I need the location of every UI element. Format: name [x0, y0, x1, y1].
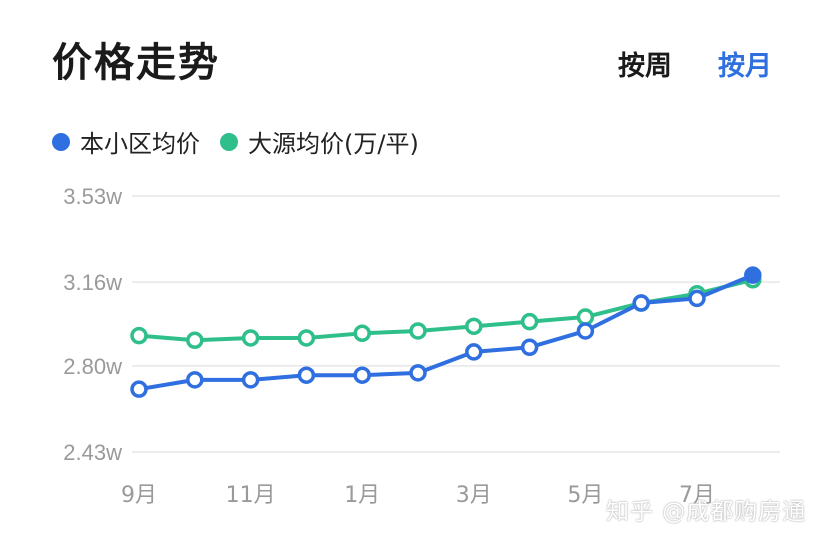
data-point-district: [186, 331, 204, 350]
x-tick-label: 5月: [567, 483, 603, 508]
watermark: 知乎 @成都购房通: [606, 499, 807, 525]
legend-item-community[interactable]: 本小区均价: [52, 124, 200, 159]
data-point-community: [576, 322, 595, 340]
tab-by-week[interactable]: 按周: [618, 51, 672, 82]
legend-dot-community: [52, 132, 70, 151]
data-point-district: [465, 317, 483, 336]
data-point-community: [632, 294, 650, 312]
x-tick-label: 11月: [226, 483, 276, 508]
chart-title: 价格走势: [52, 40, 220, 86]
x-tick-label: 9月: [121, 483, 157, 508]
legend-label-community: 本小区均价: [80, 130, 200, 158]
data-point-district: [576, 308, 595, 326]
x-tick-label: 1月: [344, 483, 380, 508]
y-tick-label: 3.16w: [63, 270, 122, 295]
legend-item-district[interactable]: 大源均价(万/平): [220, 124, 419, 159]
series-line-community: [137, 273, 755, 392]
data-point-district: [297, 329, 316, 347]
data-point-community: [520, 338, 539, 357]
data-point-community: [297, 366, 316, 384]
data-point-community: [353, 366, 371, 384]
period-tabs: 按周 按月: [618, 44, 772, 83]
data-point-community: [186, 371, 204, 389]
data-point-district: [409, 322, 427, 340]
x-tick-label: 3月: [456, 483, 492, 508]
data-point-community: [241, 371, 260, 389]
legend-dot-district: [220, 132, 238, 151]
data-point-community: [409, 364, 427, 382]
series-line-district: [137, 277, 755, 343]
data-point-district: [241, 329, 260, 347]
x-tick-label: 7月: [679, 483, 715, 508]
data-point-community: [130, 380, 148, 398]
y-tick-label: 2.80w: [63, 354, 122, 379]
tab-by-month[interactable]: 按月: [718, 51, 772, 82]
data-point-community: [465, 343, 483, 361]
data-point-community: [688, 289, 706, 308]
y-tick-label: 2.43w: [63, 440, 122, 465]
data-point-community: [744, 266, 762, 284]
data-point-district: [130, 326, 148, 345]
legend-label-district: 大源均价(万/平): [248, 130, 419, 158]
data-point-district: [353, 324, 371, 343]
data-point-district: [520, 312, 539, 331]
y-tick-label: 3.53w: [63, 184, 122, 209]
chart-legend: 本小区均价 大源均价(万/平): [52, 124, 439, 159]
